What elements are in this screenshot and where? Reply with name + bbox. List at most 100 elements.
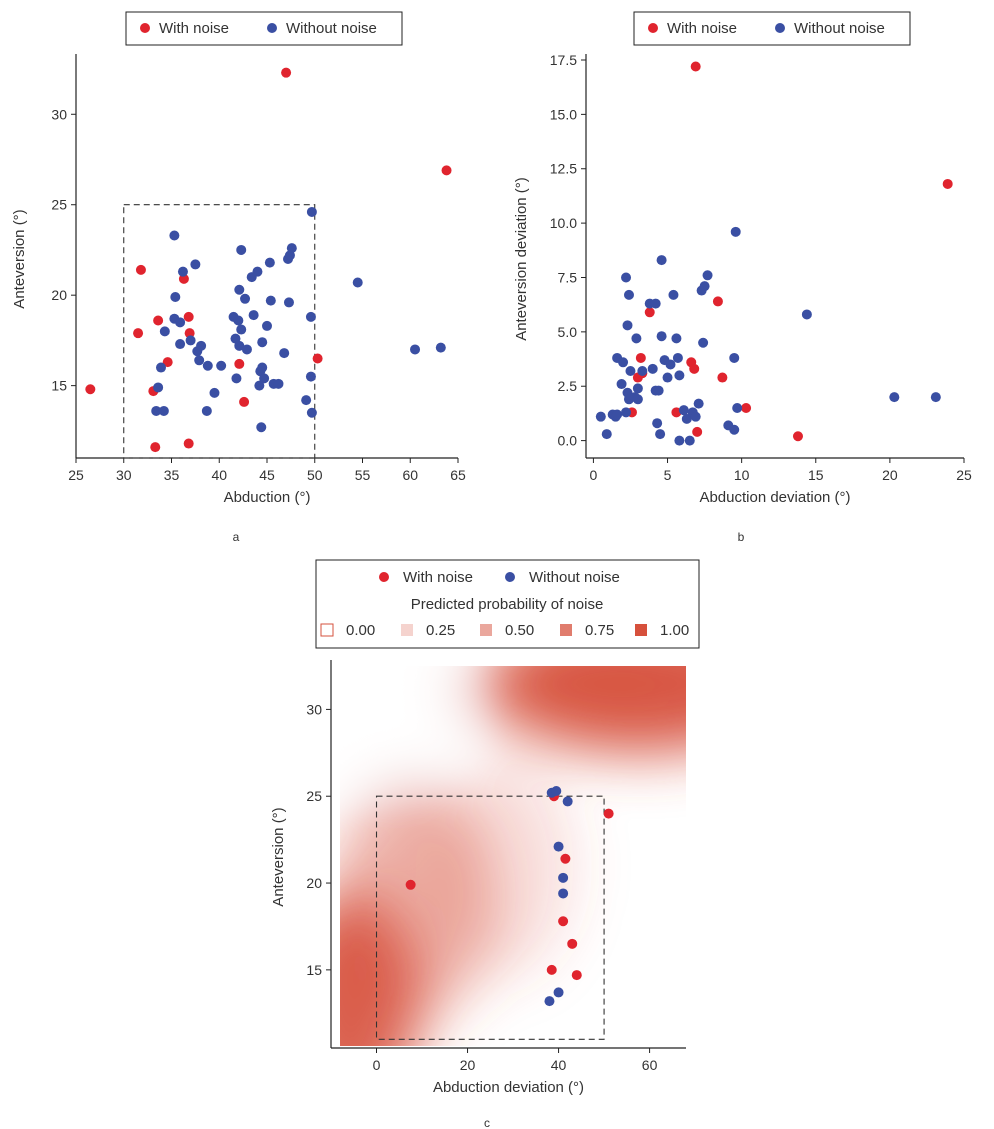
point-without-noise — [621, 407, 632, 418]
point-without-noise — [729, 424, 740, 435]
point-without-noise — [286, 243, 297, 254]
point-without-noise — [202, 360, 213, 371]
panel-b: With noise Without noise 0 5 10 15 20 25 0.0 2.… — [513, 11, 972, 544]
point-without-noise — [265, 295, 276, 306]
y-tick-label: 5.0 — [558, 324, 578, 340]
point-without-noise — [158, 405, 169, 416]
point-without-noise — [544, 996, 555, 1007]
point-without-noise — [216, 360, 227, 371]
probability-blobs — [340, 666, 686, 1046]
legend-noise-marker — [379, 572, 389, 582]
x-tick-label: 45 — [259, 467, 275, 483]
fill-swatch — [401, 624, 413, 636]
legend-noise-label: With noise — [667, 20, 737, 37]
legend-no-noise-label: Without noise — [794, 20, 885, 37]
point-without-noise — [201, 405, 212, 416]
safe-zone-box — [375, 795, 605, 1040]
point-with-noise — [546, 964, 557, 975]
point-with-noise — [792, 431, 803, 442]
point-with-noise — [85, 384, 96, 395]
point-without-noise — [194, 355, 205, 366]
y-tick-label: 25 — [51, 197, 67, 213]
y-tick-label: 17.5 — [550, 52, 577, 68]
panel-c: With noise Without noise Predicted proba… — [270, 559, 700, 1129]
point-without-noise — [690, 411, 701, 422]
point-without-noise — [262, 320, 272, 331]
point-without-noise — [551, 786, 562, 797]
heat-region-low — [433, 755, 574, 976]
point-without-noise — [623, 289, 634, 300]
point-without-noise — [672, 352, 683, 363]
y-tick-label: 15 — [306, 962, 322, 978]
point-without-noise — [655, 429, 666, 440]
point-without-noise — [279, 348, 290, 359]
panel-a-caption: a — [233, 530, 240, 544]
point-without-noise — [185, 335, 196, 346]
point-without-noise — [684, 435, 695, 446]
legend-no-noise-marker — [267, 23, 277, 33]
point-without-noise — [241, 344, 252, 355]
point-without-noise — [435, 342, 446, 353]
y-tick-label: 30 — [51, 106, 67, 122]
point-without-noise — [306, 206, 317, 217]
legend-no-noise-label: Without noise — [529, 569, 620, 586]
point-without-noise — [233, 315, 244, 326]
heat-region-mid — [448, 666, 669, 738]
fill-swatch — [560, 624, 572, 636]
point-with-noise — [567, 938, 578, 949]
y-tick-label: 30 — [306, 701, 322, 717]
x-tick-label: 40 — [551, 1057, 567, 1073]
point-without-noise — [625, 366, 636, 377]
point-without-noise — [209, 387, 220, 398]
point-with-noise — [560, 853, 571, 864]
x-tick-label: 20 — [882, 467, 898, 483]
point-without-noise — [190, 259, 201, 270]
point-without-noise — [264, 257, 275, 268]
panel-b-caption: b — [738, 530, 745, 544]
point-with-noise — [441, 165, 452, 176]
safe-zone-box — [123, 204, 316, 459]
legend-no-noise-label: Without noise — [286, 20, 377, 37]
y-tick-label: 20 — [51, 287, 67, 303]
point-without-noise — [169, 230, 180, 241]
point-without-noise — [155, 362, 166, 373]
legend-noise-label: With noise — [159, 20, 229, 37]
point-without-noise — [729, 352, 740, 363]
point-with-noise — [150, 442, 161, 453]
point-without-noise — [254, 380, 265, 391]
point-with-noise — [717, 372, 728, 383]
point-without-noise — [656, 255, 667, 266]
point-with-noise — [603, 808, 614, 819]
point-with-noise — [183, 311, 194, 322]
x-tick-label: 60 — [642, 1057, 658, 1073]
point-without-noise — [632, 383, 643, 394]
point-without-noise — [153, 382, 164, 393]
x-axis-label: Abduction deviation (°) — [699, 489, 850, 506]
x-tick-label: 15 — [808, 467, 824, 483]
point-without-noise — [595, 411, 606, 422]
y-tick-label: 7.5 — [558, 269, 578, 285]
point-with-noise — [690, 61, 701, 72]
fill-swatch — [635, 624, 647, 636]
point-without-noise — [259, 373, 270, 384]
panel-a: With noise Without noise 25 30 35 40 45 50 55 6… — [11, 11, 466, 544]
x-axis-label: Abduction (°) — [224, 489, 311, 506]
y-tick-label: 25 — [306, 788, 322, 804]
point-without-noise — [732, 402, 743, 413]
point-without-noise — [240, 293, 251, 304]
point-without-noise — [257, 337, 268, 348]
fill-swatch-label: 0.25 — [426, 622, 455, 639]
point-without-noise — [231, 373, 242, 384]
x-tick-label: 25 — [956, 467, 972, 483]
point-without-noise — [257, 362, 268, 373]
point-without-noise — [730, 226, 741, 237]
point-without-noise — [196, 340, 207, 351]
x-tick-label: 35 — [164, 467, 180, 483]
y-tick-label: 15.0 — [550, 106, 577, 122]
x-tick-label: 20 — [460, 1057, 476, 1073]
fill-swatch-label: 0.50 — [505, 622, 534, 639]
point-with-noise — [644, 307, 655, 318]
point-without-noise — [159, 326, 170, 337]
point-without-noise — [693, 398, 704, 409]
legend-noise-marker — [648, 23, 658, 33]
